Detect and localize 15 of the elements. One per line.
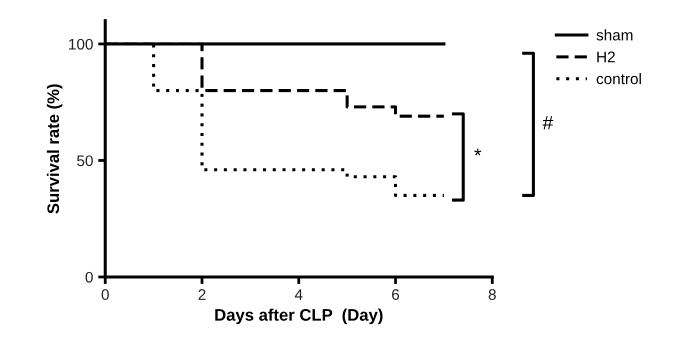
- text: #: [542, 116, 554, 130]
- x-axis-title: Days after CLP (Day): [215, 308, 383, 324]
- x-tick-label: 4: [294, 289, 303, 300]
- x-tick-label: 2: [198, 289, 206, 300]
- y-tick-label: 0: [86, 272, 93, 283]
- legend-label: H2: [597, 52, 615, 62]
- x-tick-label: 6: [392, 289, 400, 300]
- x-tick-label: 8: [488, 289, 496, 300]
- y-tick-label: 50: [77, 155, 93, 166]
- annotation: *: [474, 148, 482, 156]
- x-tick-label: 0: [102, 289, 109, 300]
- legend-label: sham: [596, 29, 632, 40]
- legend-label: control: [596, 73, 641, 84]
- y-tick-label: 100: [69, 38, 93, 50]
- y-axis-title: Survival rate (%): [46, 84, 62, 214]
